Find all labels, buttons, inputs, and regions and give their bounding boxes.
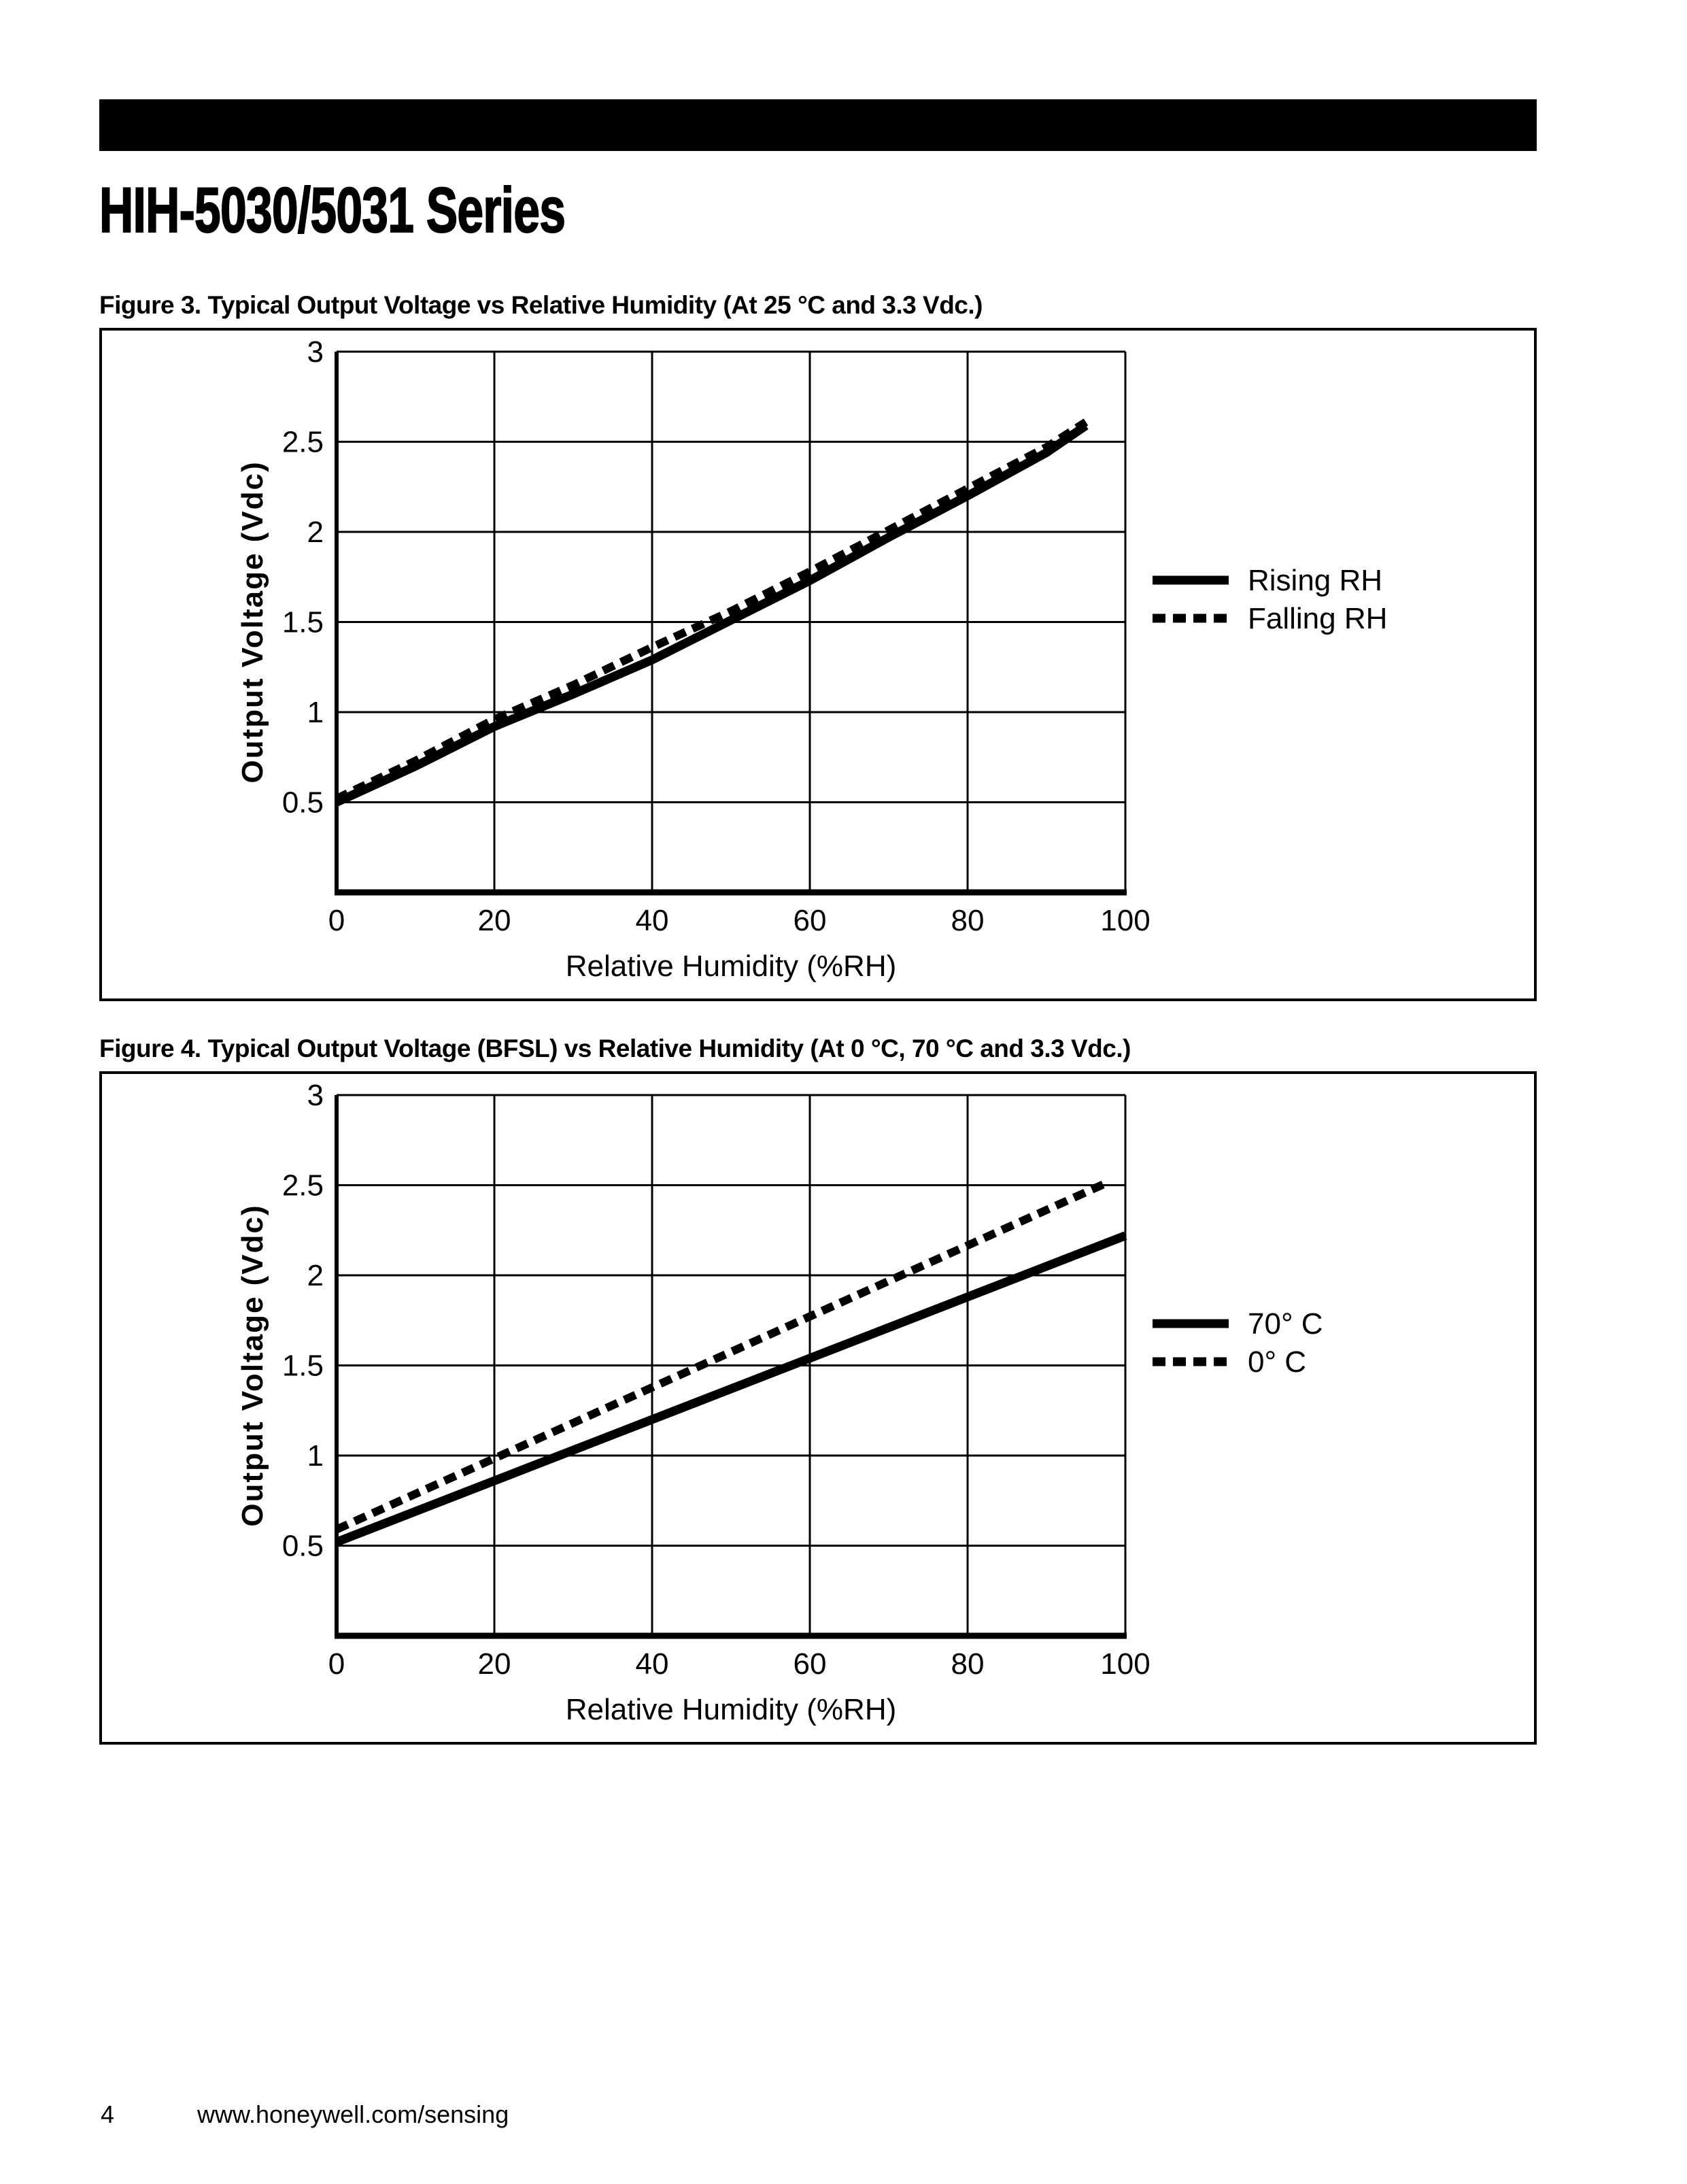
- x-tick-label: 0: [328, 1647, 345, 1681]
- series-line-solid: [335, 1231, 1127, 1547]
- figure3-frame: 0 20 40 60 80 100 0.5 1 1.5 2 2.5 3 Relative Humidit…: [99, 328, 1537, 1001]
- x-axis-label: Relative Humidity (%RH): [566, 1693, 897, 1726]
- header-bar: [99, 99, 1537, 151]
- footer-url: www.honeywell.com/sensing: [197, 2100, 509, 2128]
- y-tick-label: 2.5: [282, 426, 324, 459]
- figure3-chart: 0 20 40 60 80 100 0.5 1 1.5 2 2.5 3 Relative Humidit…: [99, 328, 1537, 1001]
- x-tick-label: 40: [636, 904, 669, 937]
- figure4-frame: 0 20 40 60 80 100 0.5 1 1.5 2 2.5 3 Relative Humidit…: [99, 1071, 1537, 1745]
- y-tick-label: 1.5: [282, 606, 324, 639]
- y-axis-label: Output Voltage (Vdc): [236, 1204, 269, 1526]
- y-tick-label: 0.5: [282, 786, 324, 820]
- legend-label: 70° C: [1248, 1307, 1323, 1341]
- y-tick-label: 1: [307, 1439, 324, 1473]
- series-line-solid: [335, 422, 1089, 807]
- series-line-dashed: [335, 1177, 1112, 1534]
- page-number: 4: [101, 2100, 115, 2128]
- y-tick-label: 3: [307, 335, 324, 369]
- x-axis-label: Relative Humidity (%RH): [566, 950, 897, 983]
- x-tick-label: 20: [478, 904, 511, 937]
- x-tick-label: 60: [794, 904, 827, 937]
- figure3-caption: Figure 3. Typical Output Voltage vs Rela…: [99, 291, 983, 319]
- y-tick-label: 2: [307, 516, 324, 549]
- x-tick-label: 20: [478, 1647, 511, 1681]
- series-line-dashed: [335, 418, 1089, 803]
- y-tick-label: 1.5: [282, 1349, 324, 1383]
- figure-border: [99, 1071, 1537, 1745]
- figure4-caption: Figure 4. Typical Output Voltage (BFSL) …: [99, 1035, 1131, 1062]
- legend-label: Falling RH: [1248, 602, 1387, 635]
- y-tick-label: 0.5: [282, 1530, 324, 1563]
- x-tick-label: 80: [951, 904, 985, 937]
- x-tick-label: 100: [1100, 1647, 1150, 1681]
- legend-label: 0° C: [1248, 1345, 1306, 1379]
- page-title: HIH-5030/5031 Series: [99, 174, 566, 246]
- y-axis-label: Output Voltage (Vdc): [236, 460, 269, 783]
- y-tick-label: 3: [307, 1079, 324, 1112]
- x-tick-label: 40: [636, 1647, 669, 1681]
- legend-label: Rising RH: [1248, 564, 1382, 597]
- x-tick-label: 80: [951, 1647, 985, 1681]
- y-tick-label: 2: [307, 1259, 324, 1292]
- x-tick-label: 0: [328, 904, 345, 937]
- figure4-chart: 0 20 40 60 80 100 0.5 1 1.5 2 2.5 3 Relative Humidit…: [99, 1071, 1537, 1745]
- figure-border: [99, 328, 1537, 1001]
- x-tick-label: 100: [1100, 904, 1150, 937]
- y-tick-label: 1: [307, 696, 324, 729]
- y-tick-label: 2.5: [282, 1169, 324, 1203]
- x-tick-label: 60: [794, 1647, 827, 1681]
